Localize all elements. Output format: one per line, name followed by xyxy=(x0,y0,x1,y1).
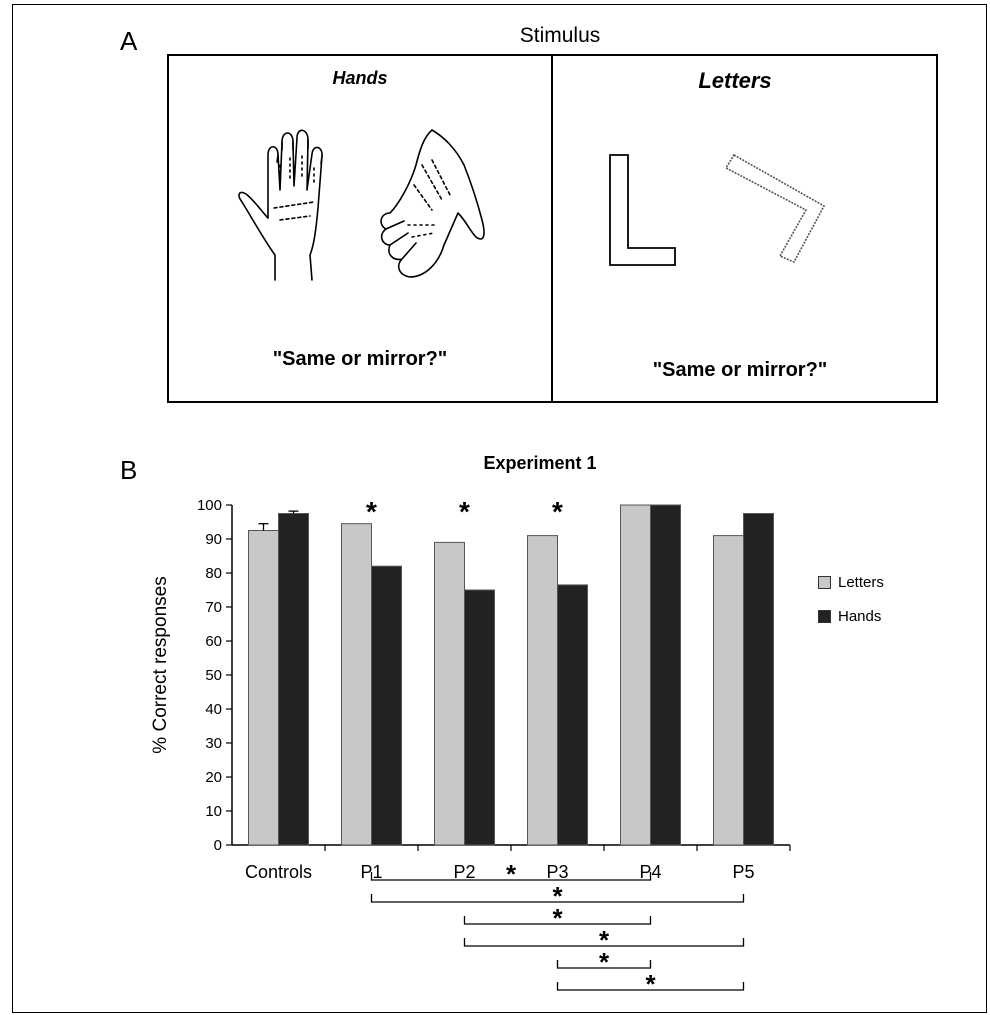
significance-bracket-star: * xyxy=(645,969,656,999)
significance-bracket-star: * xyxy=(552,903,563,933)
significance-bracket-star: * xyxy=(506,859,517,889)
significance-bracket xyxy=(463,916,652,925)
legend-label-hands: Hands xyxy=(838,607,882,625)
significance-star: * xyxy=(366,496,377,527)
x-tick-label: P5 xyxy=(732,862,754,882)
y-tick-label: 50 xyxy=(205,667,222,684)
y-tick-label: 60 xyxy=(205,633,222,650)
letter-l-rotated-icon xyxy=(724,153,826,264)
x-tick-label: P2 xyxy=(453,862,475,882)
bar-letters-p2 xyxy=(434,541,465,846)
significance-star: * xyxy=(552,496,563,527)
y-tick-label: 70 xyxy=(205,599,222,616)
chart-title: Experiment 1 xyxy=(483,453,597,473)
bar-letters-p3 xyxy=(527,535,558,846)
y-tick-label: 0 xyxy=(214,837,222,854)
bar-letters-controls xyxy=(248,530,279,846)
y-tick-label: 100 xyxy=(197,497,222,514)
y-tick-label: 40 xyxy=(205,701,222,718)
x-tick-label: Controls xyxy=(245,862,312,882)
legend: Letters Hands xyxy=(818,572,884,640)
bar-hands-controls xyxy=(278,513,309,846)
bar-hands-p5 xyxy=(743,513,774,846)
hand-upright-icon xyxy=(238,129,323,281)
significance-bracket xyxy=(556,960,652,969)
significance-bracket-star: * xyxy=(599,947,610,977)
y-tick-label: 80 xyxy=(205,565,222,582)
y-tick-label: 10 xyxy=(205,803,222,820)
stimulus-divider xyxy=(551,54,553,403)
bar-letters-p1 xyxy=(341,523,372,846)
bar-hands-p2 xyxy=(464,589,495,846)
letter-l-upright-icon xyxy=(609,154,676,266)
legend-swatch-letters xyxy=(818,575,831,589)
significance-bracket xyxy=(463,938,745,947)
hands-heading: Hands xyxy=(332,68,388,88)
panel-b-label: B xyxy=(120,455,138,485)
legend-item-hands: Hands xyxy=(818,606,884,626)
legend-label-letters: Letters xyxy=(838,573,884,591)
bar-hands-p3 xyxy=(557,584,588,846)
y-tick-label: 90 xyxy=(205,531,222,548)
x-tick-label: P3 xyxy=(546,862,568,882)
y-tick-label: 30 xyxy=(205,735,222,752)
significance-star: * xyxy=(459,496,470,527)
legend-item-letters: Letters xyxy=(818,572,884,592)
bar-hands-p4 xyxy=(650,504,681,846)
stimulus-title: Stimulus xyxy=(519,24,601,47)
significance-bracket xyxy=(556,982,745,991)
significance-bracket xyxy=(370,894,745,903)
legend-swatch-hands xyxy=(818,609,831,623)
bar-letters-p4 xyxy=(620,504,651,846)
y-tick-label: 20 xyxy=(205,769,222,786)
significance-bracket-star: * xyxy=(552,881,563,911)
hands-question: "Same or mirror?" xyxy=(272,348,448,370)
significance-bracket-star: * xyxy=(599,925,610,955)
bar-hands-p1 xyxy=(371,565,402,846)
panel-a-label: A xyxy=(120,26,138,56)
hand-rotated-icon xyxy=(380,129,485,278)
bar-letters-p5 xyxy=(713,535,744,846)
figure-frame xyxy=(12,4,987,1013)
significance-bracket xyxy=(370,872,652,881)
letters-question: "Same or mirror?" xyxy=(652,359,828,381)
letters-heading: Letters xyxy=(698,68,772,93)
